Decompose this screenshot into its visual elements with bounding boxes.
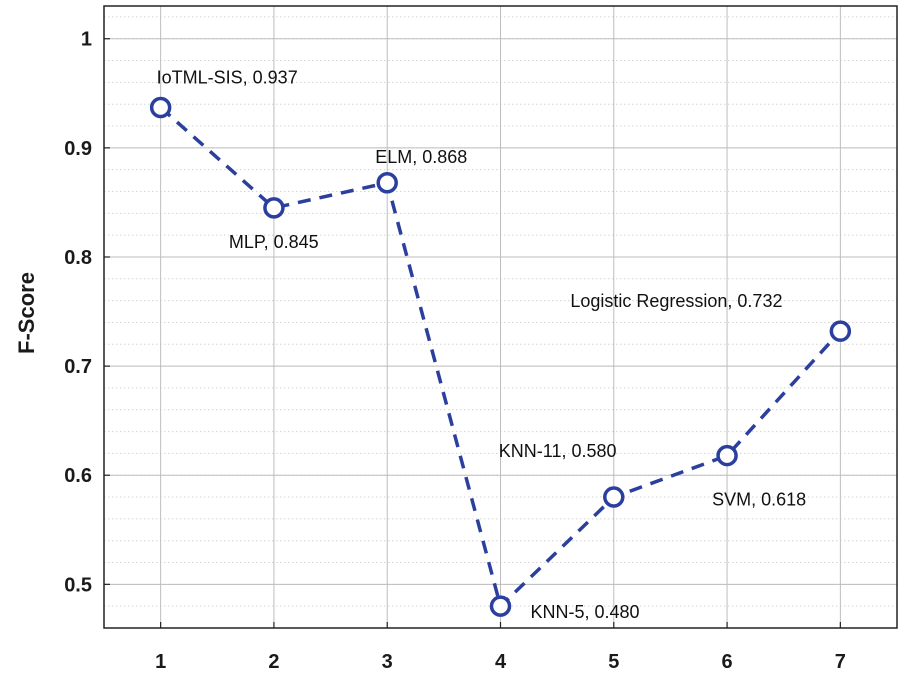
data-label: IoTML-SIS, 0.937 [157, 67, 298, 87]
y-tick-label: 0.6 [64, 465, 92, 487]
data-point-marker [489, 595, 512, 617]
data-label: Logistic Regression, 0.732 [570, 291, 782, 311]
x-tick-label: 5 [608, 651, 619, 673]
x-tick-label: 3 [382, 651, 393, 673]
data-label: ELM, 0.868 [375, 147, 467, 167]
data-point-annotations: IoTML-SIS, 0.937 MLP, 0.845 ELM, 0.868 KNN-… [157, 67, 806, 622]
data-label: MLP, 0.845 [229, 232, 319, 252]
x-tick-label: 1 [155, 651, 166, 673]
major-gridlines [104, 6, 897, 628]
y-tick-label: 0.5 [64, 574, 92, 596]
data-label: KNN-11, 0.580 [499, 441, 617, 461]
data-point-marker [263, 197, 285, 219]
data-point-marker [149, 96, 172, 119]
y-tick-label: 0.7 [64, 356, 92, 378]
y-axis-label: F-Score [14, 272, 39, 354]
data-point-markers [149, 96, 852, 617]
data-point-marker [376, 172, 398, 194]
y-axis-ticks: 0.5 0.6 0.7 0.8 0.9 1 [64, 29, 110, 596]
data-label: KNN-5, 0.480 [531, 602, 640, 622]
data-label: SVM, 0.618 [712, 490, 806, 510]
x-tick-label: 4 [495, 651, 507, 673]
x-tick-label: 6 [722, 651, 733, 673]
x-axis-ticks: 1 2 3 4 5 6 7 [155, 622, 846, 673]
y-tick-label: 0.8 [64, 247, 92, 269]
data-point-marker [829, 320, 852, 342]
x-tick-label: 7 [835, 651, 846, 673]
x-tick-label: 2 [268, 651, 279, 673]
y-tick-label: 1 [81, 29, 92, 51]
y-tick-label: 0.9 [64, 138, 92, 160]
data-point-marker [716, 444, 738, 467]
data-point-marker [603, 486, 625, 508]
